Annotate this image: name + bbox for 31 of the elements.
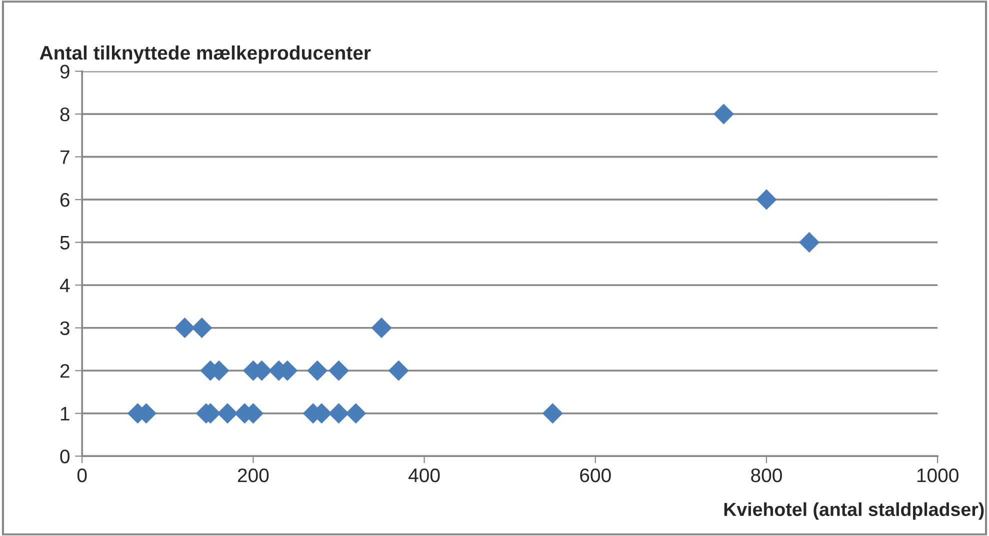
point [346, 403, 366, 424]
y-tick-label: 5 [60, 236, 70, 250]
point [174, 318, 196, 338]
x-tick-label: 600 [580, 468, 611, 482]
point [798, 232, 820, 253]
x-axis-title: Kviehotel (antal staldpladser) [724, 502, 984, 520]
y-tick-label: 6 [60, 193, 70, 207]
y-axis-title: Antal tilknyttede mælkeproducenter [40, 45, 371, 64]
point [542, 403, 563, 424]
y-tick-label: 7 [60, 150, 70, 164]
point [192, 318, 212, 338]
x-tick-label: 1000 [917, 468, 958, 482]
point [371, 318, 392, 338]
y-tick-label: 8 [60, 108, 70, 122]
x-tick-label: 0 [77, 468, 87, 482]
y-tick-label: 4 [60, 278, 70, 292]
x-tick-label: 200 [238, 468, 269, 482]
point [328, 360, 350, 381]
point [713, 104, 734, 124]
point [328, 403, 350, 424]
point [756, 189, 777, 210]
point [217, 403, 238, 424]
point [307, 360, 328, 381]
x-tick-label: 800 [751, 468, 782, 482]
y-tick-label: 3 [60, 321, 70, 336]
point [388, 360, 409, 381]
y-tick-label: 1 [60, 407, 70, 420]
x-tick-label: 400 [408, 468, 440, 482]
y-tick-label: 0 [60, 450, 70, 464]
y-tick-label: 2 [60, 364, 70, 378]
y-tick-label: 9 [60, 64, 70, 79]
